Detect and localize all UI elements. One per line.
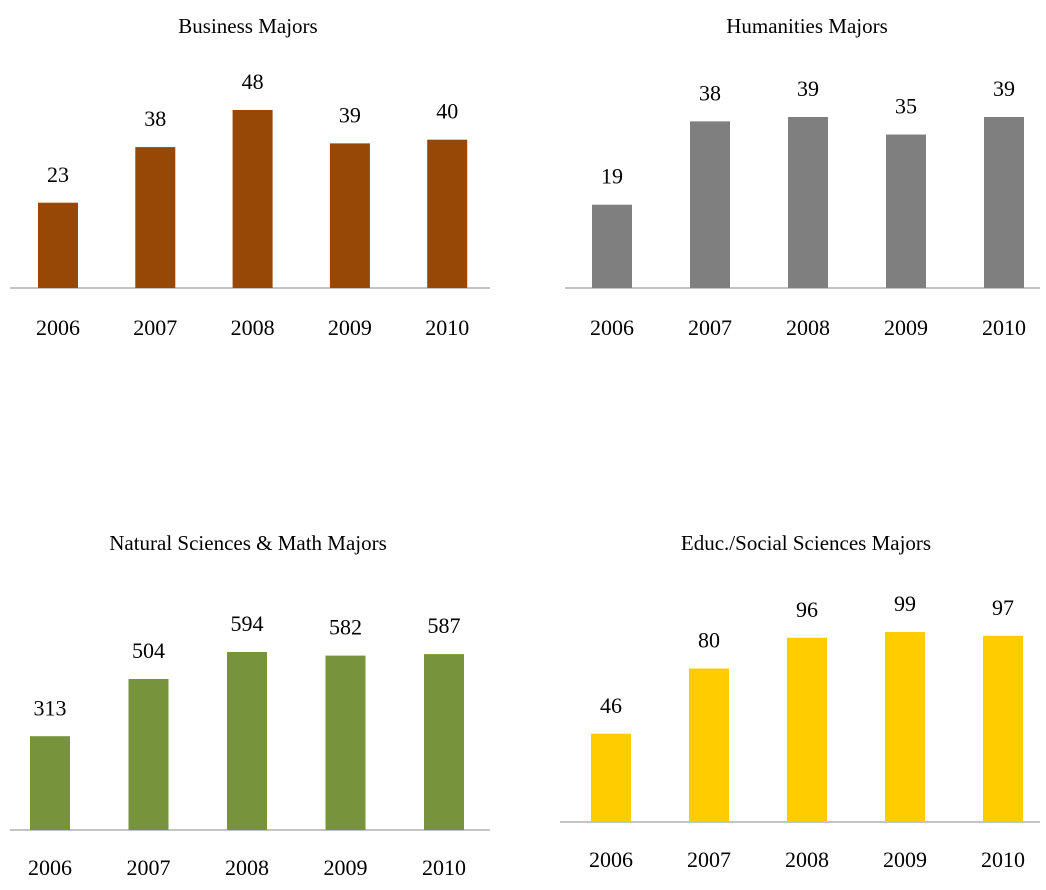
data-label: 40: [436, 99, 458, 124]
data-label: 582: [329, 615, 362, 640]
data-label: 48: [242, 69, 264, 94]
bar: [128, 678, 169, 830]
x-tick-label: 2010: [422, 855, 466, 880]
bar: [788, 117, 828, 288]
data-label: 97: [992, 595, 1014, 620]
data-label: 504: [132, 638, 165, 663]
x-tick-label: 2009: [328, 315, 372, 340]
data-label: 96: [796, 597, 818, 622]
bar: [38, 202, 78, 288]
x-tick-label: 2010: [425, 315, 469, 340]
bar: [984, 117, 1024, 288]
x-tick-label: 2007: [133, 315, 177, 340]
x-tick-label: 2008: [231, 315, 275, 340]
x-tick-label: 2006: [36, 315, 80, 340]
bar: [325, 655, 366, 830]
bar: [227, 652, 267, 830]
bar: [690, 121, 730, 288]
chart-title: Humanities Majors: [726, 14, 888, 38]
bar: [592, 204, 632, 288]
x-tick-label: 2008: [225, 855, 269, 880]
x-tick-label: 2009: [884, 315, 928, 340]
x-tick-label: 2006: [28, 855, 72, 880]
chart-title: Business Majors: [178, 14, 317, 38]
x-tick-label: 2010: [981, 847, 1025, 872]
data-label: 99: [894, 591, 916, 616]
x-tick-label: 2006: [589, 847, 633, 872]
bar: [885, 632, 925, 822]
x-tick-label: 2010: [982, 315, 1026, 340]
x-tick-label: 2007: [127, 855, 171, 880]
bar: [232, 110, 273, 288]
data-label: 35: [895, 94, 917, 119]
x-tick-label: 2007: [687, 847, 731, 872]
bar: [424, 654, 464, 830]
bar: [983, 635, 1023, 822]
bar: [427, 139, 468, 288]
data-label: 80: [698, 628, 720, 653]
x-tick-label: 2006: [590, 315, 634, 340]
x-tick-label: 2009: [324, 855, 368, 880]
chart-title: Educ./Social Sciences Majors: [681, 531, 931, 555]
data-label: 38: [144, 106, 166, 131]
data-label: 39: [993, 76, 1015, 101]
x-tick-label: 2008: [785, 847, 829, 872]
bar: [886, 134, 926, 288]
bar: [135, 147, 176, 288]
bar: [591, 733, 631, 822]
data-label: 38: [699, 80, 721, 105]
data-label: 39: [339, 102, 361, 127]
x-tick-label: 2009: [883, 847, 927, 872]
data-label: 594: [231, 611, 264, 636]
bar: [329, 143, 370, 288]
data-label: 39: [797, 76, 819, 101]
x-tick-label: 2007: [688, 315, 732, 340]
bar: [689, 668, 729, 822]
data-label: 46: [600, 693, 622, 718]
data-label: 19: [601, 164, 623, 189]
bar: [787, 637, 827, 822]
data-label: 23: [47, 162, 69, 187]
data-label: 587: [428, 613, 461, 638]
bar: [30, 736, 70, 830]
chart-title: Natural Sciences & Math Majors: [109, 531, 387, 555]
data-label: 313: [34, 695, 67, 720]
x-tick-label: 2008: [786, 315, 830, 340]
